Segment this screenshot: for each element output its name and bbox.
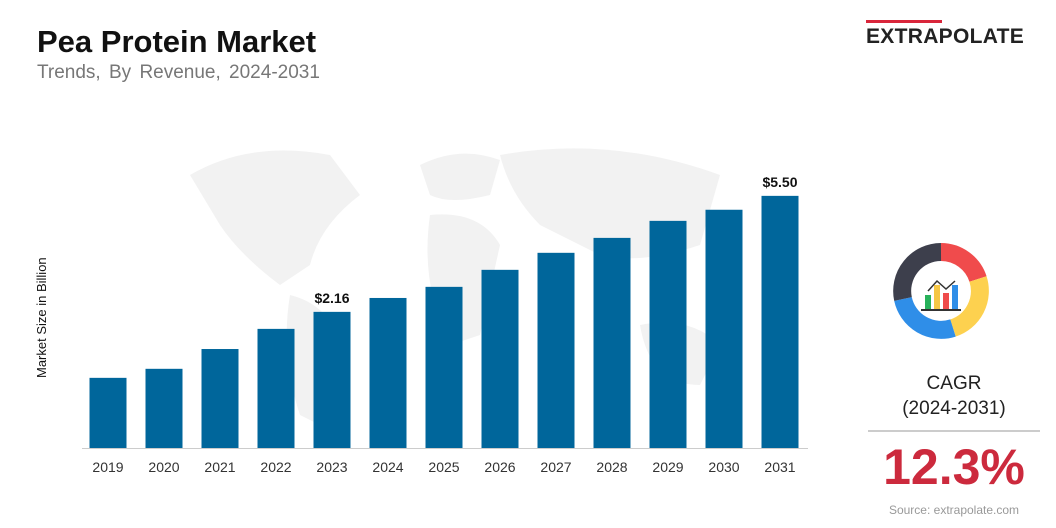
logo: EXTRAPOLATE	[866, 20, 1038, 49]
x-tick-label: 2029	[652, 459, 683, 475]
x-tick-label: 2020	[148, 459, 179, 475]
bar-2023	[313, 311, 351, 448]
x-tick-label: 2021	[204, 459, 235, 475]
x-tick-label: 2025	[428, 459, 459, 475]
bar-2022	[257, 328, 295, 448]
bar-2027	[537, 252, 575, 448]
chart-donut-icon	[893, 243, 989, 339]
divider	[868, 430, 1040, 432]
x-tick-label: 2019	[92, 459, 123, 475]
bar-2025	[425, 286, 463, 448]
x-tick-label: 2026	[484, 459, 515, 475]
data-label: $2.16	[314, 290, 349, 306]
source-text: Source: extrapolate.com	[888, 503, 1020, 517]
bar-2024	[369, 297, 407, 448]
bar-chart: 2019 2020 2021 2022 2023 $2.16 2024 2025 2026 202…	[82, 174, 808, 475]
logo-accent-bar	[866, 20, 942, 23]
x-tick-label: 2028	[596, 459, 627, 475]
x-tick-label: 2024	[372, 459, 403, 475]
bar-2021	[201, 349, 239, 448]
bar-2026	[481, 269, 519, 448]
logo-text: EXTRAPOLATE	[866, 25, 1025, 48]
x-tick-label: 2031	[764, 459, 795, 475]
x-tick-label: 2022	[260, 459, 291, 475]
cagr-period: (2024-2031)	[902, 398, 1006, 419]
page-title: Pea Protein Market	[37, 24, 317, 59]
bar-2020	[145, 368, 183, 448]
x-tick-label: 2027	[540, 459, 571, 475]
data-label: $5.50	[762, 174, 797, 190]
cagr-label: CAGR	[926, 373, 982, 394]
page-subtitle: Trends, By Revenue, 2024-2031	[37, 62, 320, 83]
bar-2019	[89, 377, 127, 448]
cagr-value: 12.3%	[883, 439, 1025, 495]
bar-2028	[593, 237, 631, 448]
bar-2029	[649, 220, 687, 448]
bar-2031	[761, 195, 799, 448]
x-tick-label: 2030	[708, 459, 739, 475]
x-tick-label: 2023	[316, 459, 347, 475]
bar-2030	[705, 209, 743, 448]
